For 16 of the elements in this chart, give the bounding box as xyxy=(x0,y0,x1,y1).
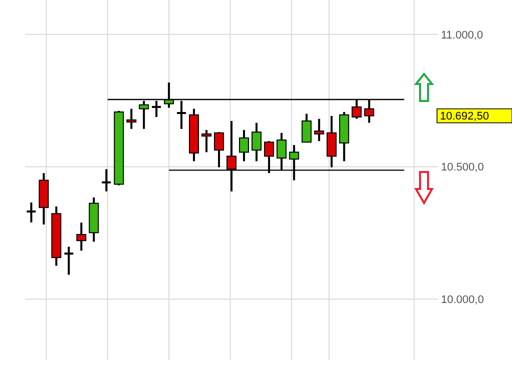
candlestick xyxy=(100,168,112,192)
y-tick-label: 11.000,0 xyxy=(441,29,484,42)
text: 10.692,50 xyxy=(440,110,489,123)
candlestick xyxy=(314,118,324,142)
candlestick xyxy=(26,202,37,224)
candlestick xyxy=(201,128,212,154)
candlestick xyxy=(239,128,250,162)
candlestick xyxy=(126,108,136,130)
y-tick-label: 10.000,0 xyxy=(441,294,484,306)
candlestick xyxy=(214,131,224,168)
candlestick xyxy=(63,246,74,276)
candlestick xyxy=(302,112,312,144)
candlestick xyxy=(76,222,86,252)
candlestick xyxy=(252,122,262,162)
candlestick xyxy=(326,114,337,168)
y-tick-label: 10.500,0 xyxy=(441,162,484,174)
